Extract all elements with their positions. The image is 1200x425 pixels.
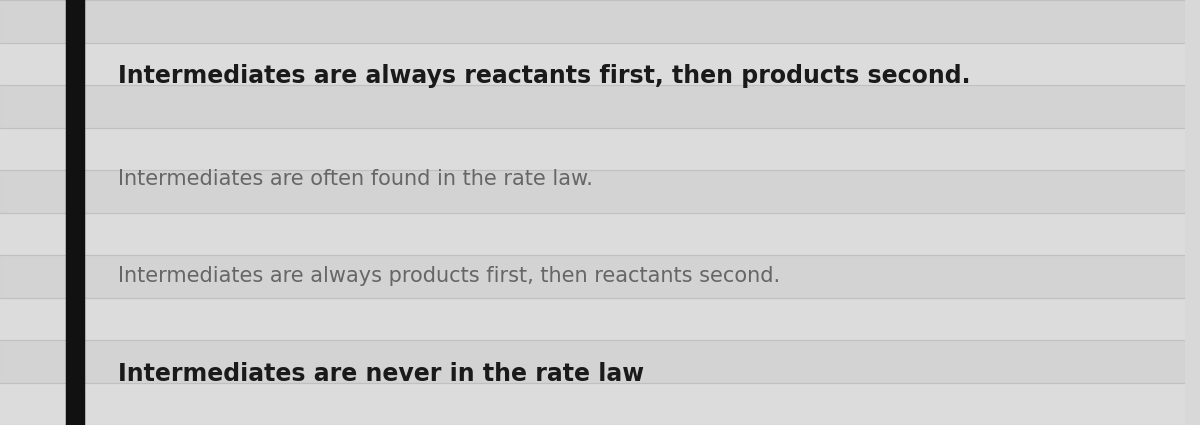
Bar bbox=[0, 42, 1184, 85]
Bar bbox=[0, 128, 1184, 170]
Text: Intermediates are never in the rate law: Intermediates are never in the rate law bbox=[119, 362, 644, 386]
Bar bbox=[0, 382, 1184, 425]
Bar bbox=[0, 0, 1184, 42]
Bar bbox=[0, 255, 1184, 298]
Text: Intermediates are always reactants first, then products second.: Intermediates are always reactants first… bbox=[119, 65, 971, 88]
Bar bbox=[0, 212, 1184, 255]
Bar bbox=[0, 170, 1184, 212]
Text: Intermediates are always products first, then reactants second.: Intermediates are always products first,… bbox=[119, 266, 780, 286]
Bar bbox=[0, 298, 1184, 340]
Bar bbox=[0, 85, 1184, 128]
Text: Intermediates are often found in the rate law.: Intermediates are often found in the rat… bbox=[119, 168, 593, 189]
Bar bbox=[0, 340, 1184, 382]
